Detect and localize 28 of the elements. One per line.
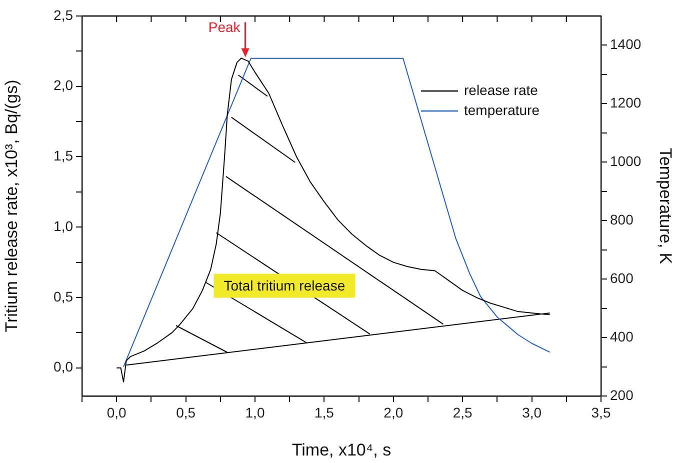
x-tick-label: 1,0 [245, 404, 265, 420]
x-tick-label: 3,0 [522, 404, 542, 420]
y2-tick-label: 200 [610, 386, 634, 403]
y-tick-label: 1,5 [54, 148, 74, 164]
y-tick-label: 0,5 [54, 288, 74, 304]
y2-tick-label: 1400 [610, 36, 642, 52]
y-tick-label: 0,0 [54, 358, 74, 375]
y2-tick-label: 1200 [610, 94, 642, 111]
y2-tick-label: 800 [610, 211, 634, 228]
y-axis-title: Tritium release rate, x10³, Bq/(gs) [2, 80, 21, 332]
legend-label: temperature [464, 102, 540, 118]
x-tick-label: 2,5 [452, 404, 473, 420]
x-tick-label: 3,5 [591, 404, 611, 420]
y2-axis-title: Temperature, K [656, 148, 676, 265]
y2-tick-label: 400 [610, 328, 634, 344]
x-tick-label: 1,5 [314, 404, 334, 420]
y-tick-label: 1,0 [54, 218, 74, 234]
x-tick-label: 0,0 [106, 404, 127, 420]
annotation: Peak [208, 19, 242, 36]
x-tick-label: 2,0 [384, 404, 404, 420]
x-tick-label: 0,5 [176, 404, 196, 420]
y2-tick-label: 1000 [610, 153, 642, 170]
y2-tick-label: 600 [610, 270, 634, 286]
y-tick-label: 2,0 [54, 77, 74, 94]
x-axis-title: Time, x10⁴, s [292, 440, 392, 460]
y-tick-label: 2,5 [54, 6, 74, 23]
annotation: Total tritium release [224, 278, 346, 294]
legend-label: release rate [464, 82, 538, 98]
